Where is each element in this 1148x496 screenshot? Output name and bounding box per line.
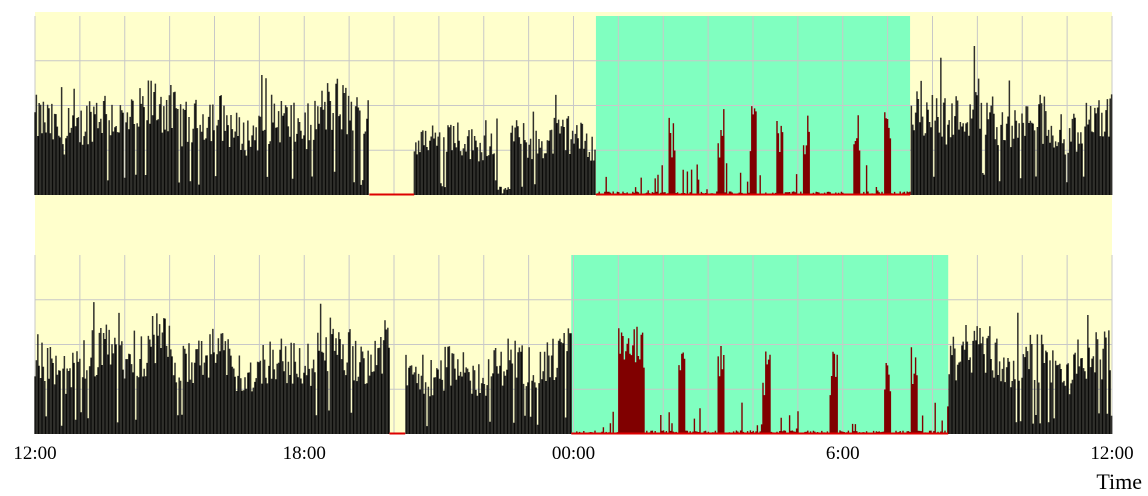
x-tick-label: 12:00 xyxy=(13,443,56,464)
activity-bars-highlight xyxy=(34,46,1112,195)
x-tick-label: 12:00 xyxy=(1090,443,1133,464)
x-axis-label: Time xyxy=(1096,469,1142,494)
x-tick-label: 18:00 xyxy=(283,443,326,464)
x-axis: 12:00 18:00 00:00 6:00 12:00 xyxy=(13,443,1133,464)
x-tick-label: 6:00 xyxy=(826,443,860,464)
x-tick-label: 00:00 xyxy=(552,443,595,464)
actogram-panel-2 xyxy=(34,255,1113,435)
actogram-panel-1 xyxy=(34,16,1113,196)
activity-bars-highlight xyxy=(34,302,1112,434)
